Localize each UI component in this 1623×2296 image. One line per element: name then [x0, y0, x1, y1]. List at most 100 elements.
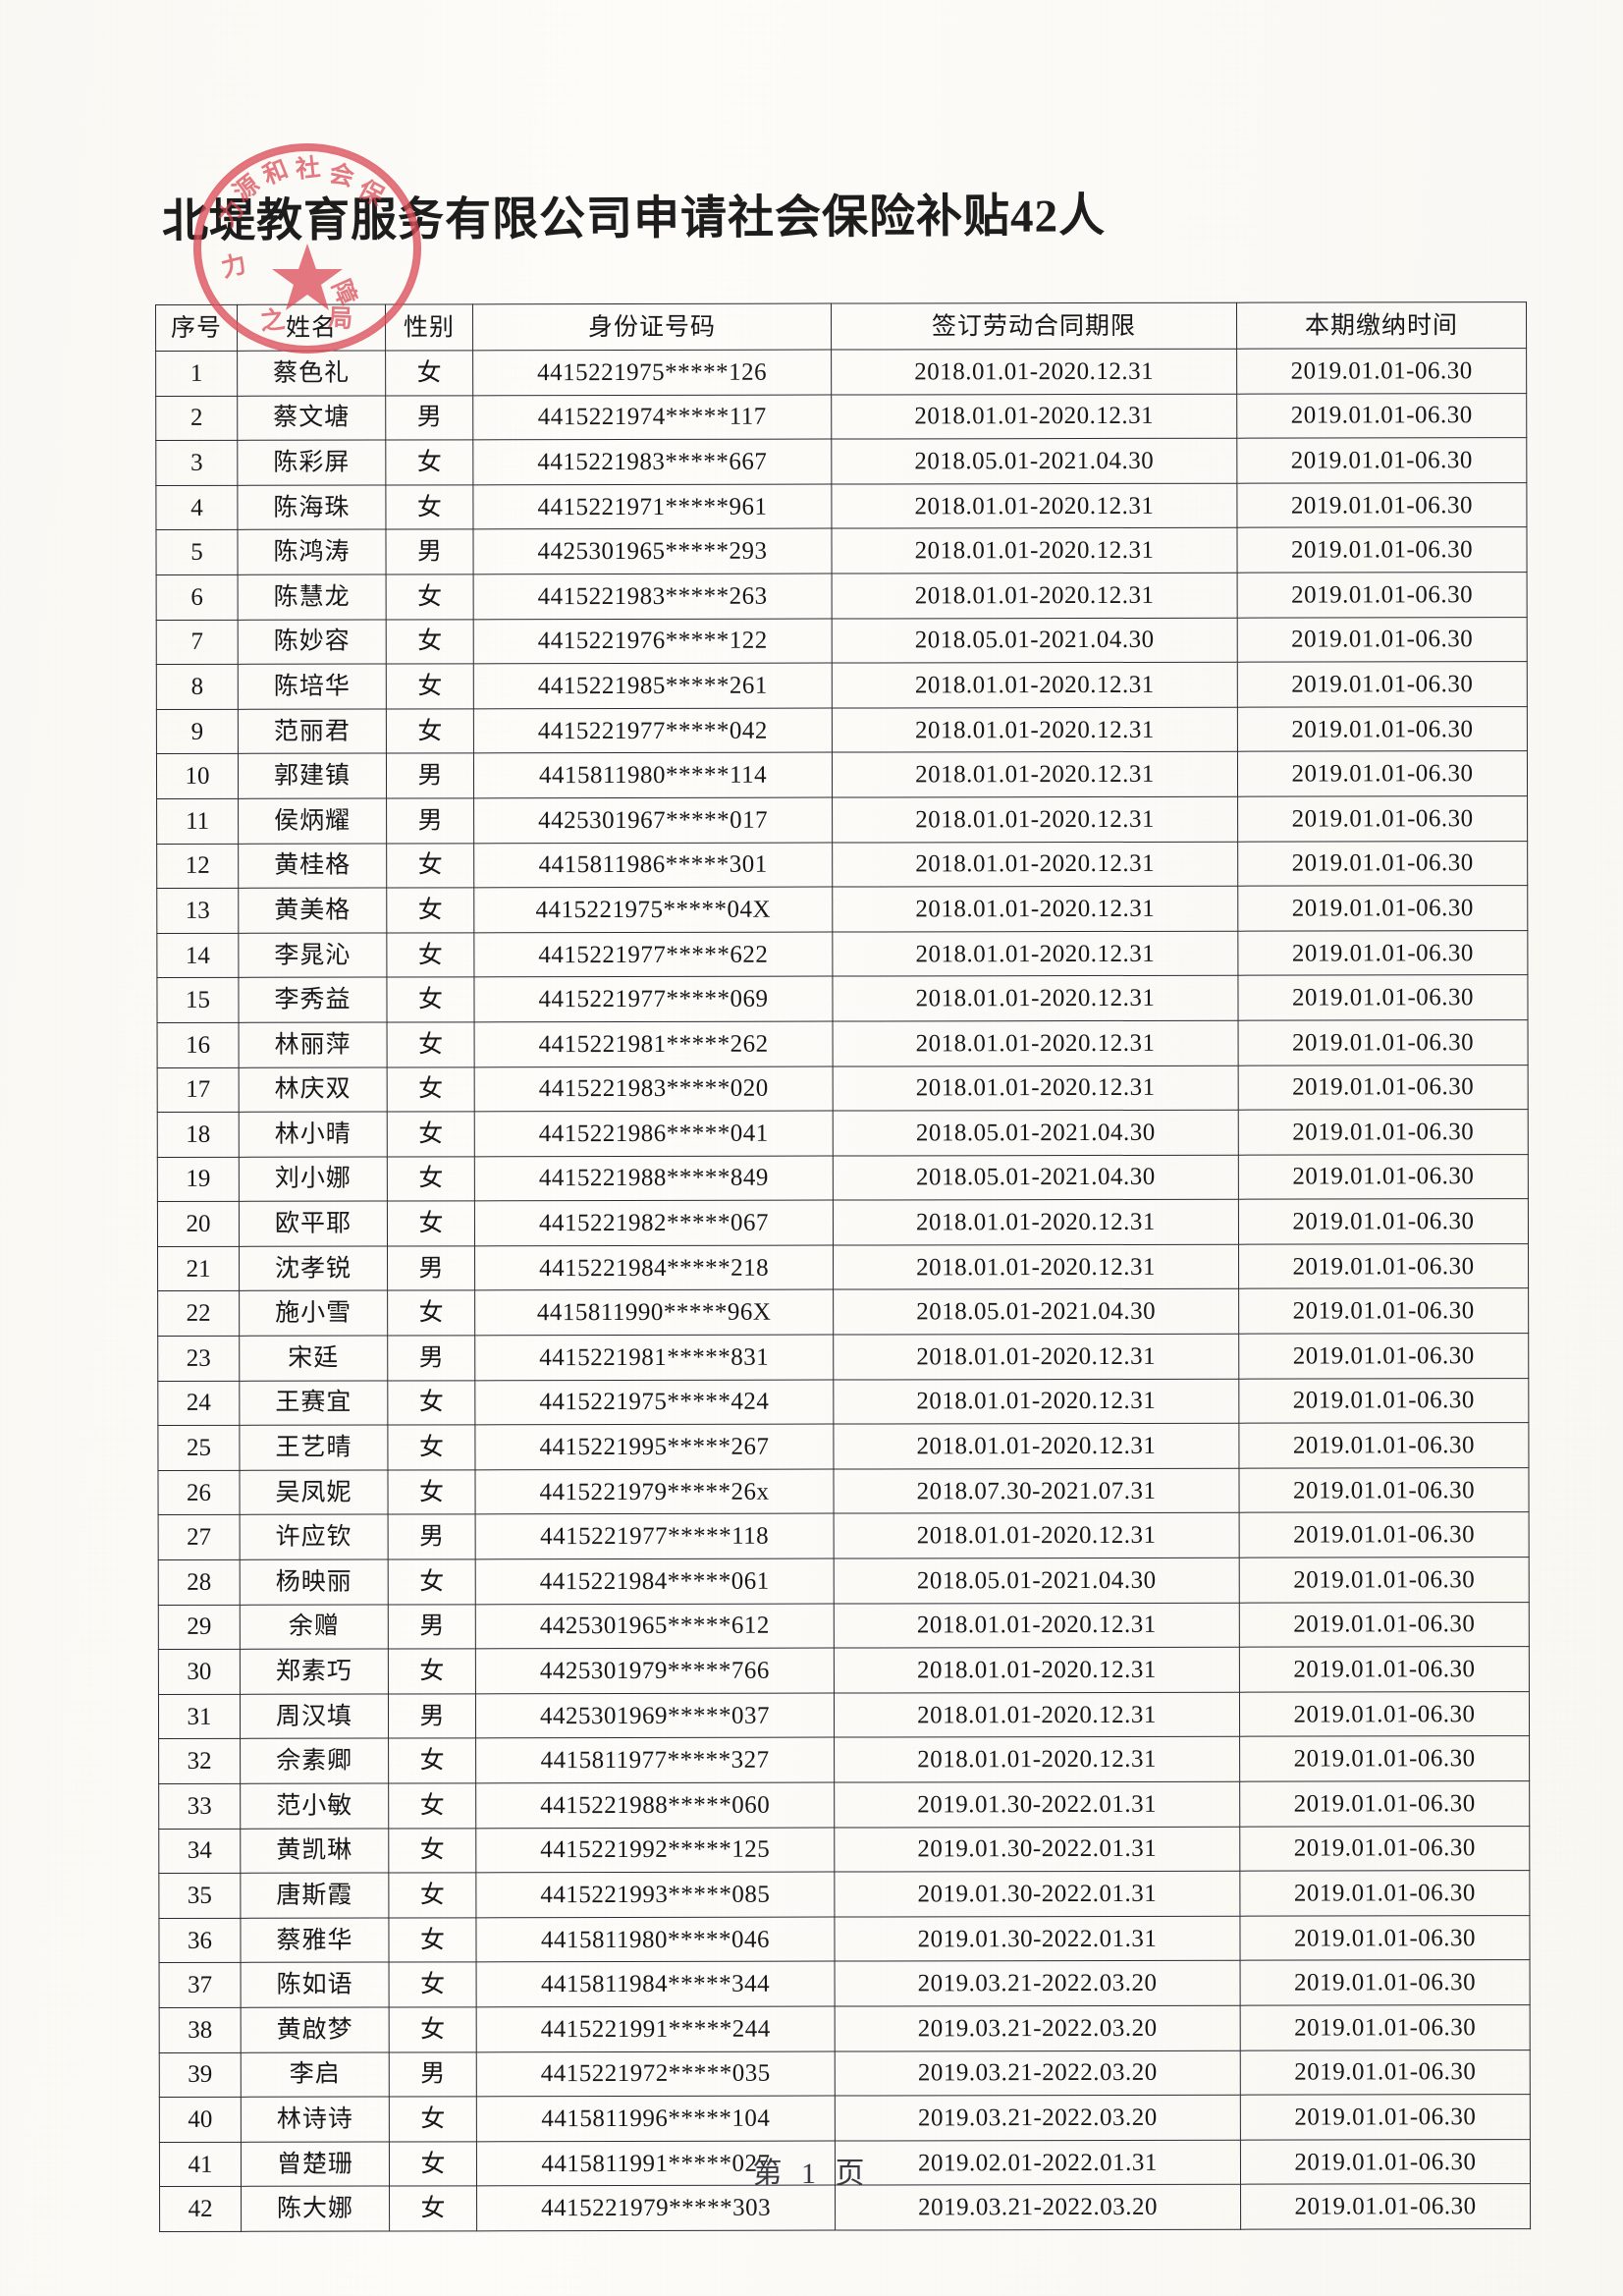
cell-gender: 女	[389, 2186, 477, 2231]
cell-payment-period: 2019.01.01-06.30	[1238, 1378, 1529, 1424]
cell-name: 许应钦	[240, 1514, 389, 1560]
cell-index: 22	[157, 1290, 240, 1337]
table-row: 12 黄桂格女 4415811986*****301 2018.01.01-2020.…	[156, 841, 1528, 889]
cell-contract-term: 2018.01.01-2020.12.31	[832, 573, 1238, 619]
cell-gender: 女	[385, 440, 473, 485]
cell-name: 佘素卿	[240, 1738, 389, 1784]
cell-id-number: 4415811990*****96X	[474, 1289, 834, 1336]
cell-gender: 女	[389, 1962, 477, 2007]
cell-index: 7	[156, 619, 239, 665]
table-row: 39 李启男 4415221972*****035 2019.03.21-2022.0…	[159, 2050, 1531, 2098]
cell-id-number: 4415811977*****327	[475, 1737, 835, 1783]
cell-payment-period: 2019.01.01-06.30	[1240, 1959, 1531, 2006]
cell-gender: 女	[387, 1111, 475, 1157]
cell-index: 23	[157, 1336, 240, 1382]
cell-contract-term: 2018.01.01-2020.12.31	[834, 1602, 1240, 1649]
roster-table: 序号 姓名 性别 身份证号码 签订劳动合同期限 本期缴纳时间 1 蔡色礼女 4415…	[155, 301, 1531, 2232]
cell-index: 12	[156, 843, 239, 889]
cell-name: 陈妙容	[238, 619, 387, 665]
cell-contract-term: 2018.01.01-2020.12.31	[834, 1736, 1240, 1783]
cell-name: 范小敏	[240, 1783, 389, 1829]
cell-index: 33	[158, 1783, 241, 1830]
cell-payment-period: 2019.01.01-06.30	[1238, 1109, 1529, 1155]
cell-payment-period: 2019.01.01-06.30	[1239, 1735, 1530, 1782]
cell-payment-period: 2019.01.01-06.30	[1237, 572, 1528, 618]
cell-contract-term: 2018.05.01-2021.04.30	[834, 1558, 1240, 1604]
cell-payment-period: 2019.01.01-06.30	[1237, 930, 1528, 976]
cell-contract-term: 2018.01.01-2020.12.31	[832, 886, 1238, 932]
cell-id-number: 4425301969*****037	[475, 1692, 835, 1739]
cell-id-number: 4415221981*****262	[474, 1020, 834, 1067]
cell-gender: 男	[389, 2051, 477, 2098]
cell-name: 欧平耶	[239, 1201, 388, 1247]
cell-gender: 女	[386, 977, 475, 1022]
cell-index: 42	[159, 2186, 242, 2232]
cell-gender: 女	[387, 1021, 475, 1067]
cell-id-number: 4415221982*****067	[474, 1200, 834, 1246]
cell-gender: 女	[388, 1917, 477, 1963]
cell-index: 3	[155, 440, 238, 486]
cell-payment-period: 2019.01.01-06.30	[1239, 1512, 1530, 1558]
cell-id-number: 4425301965*****612	[475, 1603, 835, 1650]
cell-index: 36	[158, 1918, 242, 1963]
cell-contract-term: 2019.03.21-2022.03.20	[835, 2050, 1241, 2097]
cell-name: 林诗诗	[241, 2097, 390, 2143]
cell-id-number: 4415221991*****244	[476, 2006, 836, 2052]
cell-contract-term: 2018.05.01-2021.04.30	[832, 617, 1238, 664]
cell-payment-period: 2019.01.01-06.30	[1237, 617, 1528, 663]
table-row: 21 沈孝锐男 4415221984*****218 2018.01.01-2020.…	[157, 1243, 1529, 1291]
cell-id-number: 4415221986*****041	[474, 1111, 834, 1157]
cell-contract-term: 2019.01.30-2022.01.31	[834, 1871, 1240, 1917]
column-header-contract-term: 签订劳动合同期限	[831, 302, 1237, 351]
cell-gender: 女	[389, 2096, 477, 2142]
cell-contract-term: 2018.01.01-2020.12.31	[831, 393, 1237, 440]
cell-id-number: 4425301979*****766	[475, 1648, 835, 1694]
cell-contract-term: 2018.05.01-2021.04.30	[833, 1154, 1239, 1201]
cell-index: 35	[158, 1873, 241, 1919]
cell-contract-term: 2018.01.01-2020.12.31	[832, 706, 1238, 753]
cell-gender: 女	[388, 1782, 476, 1829]
cell-payment-period: 2019.01.01-06.30	[1238, 1467, 1530, 1513]
cell-payment-period: 2019.01.01-06.30	[1237, 795, 1528, 842]
cell-gender: 女	[385, 350, 473, 396]
cell-index: 24	[157, 1380, 240, 1426]
cell-index: 28	[158, 1559, 241, 1606]
cell-id-number: 4415221985*****261	[473, 663, 833, 709]
table-row: 23 宋廷男 4415221981*****831 2018.01.01-2020.1…	[157, 1333, 1529, 1382]
table-row: 29 余赠男 4425301965*****612 2018.01.01-2020.1…	[158, 1602, 1530, 1650]
cell-id-number: 4415221988*****849	[474, 1155, 834, 1202]
cell-index: 2	[155, 395, 238, 441]
table-row: 34 黄凯琳女 4415221992*****125 2019.01.30-2022.…	[158, 1826, 1530, 1874]
cell-contract-term: 2018.01.01-2020.12.31	[834, 1692, 1240, 1738]
cell-name: 侯炳耀	[238, 797, 387, 844]
cell-index: 4	[155, 485, 238, 530]
cell-name: 王艺晴	[239, 1425, 388, 1471]
cell-index: 8	[156, 664, 239, 710]
cell-name: 余赠	[240, 1604, 389, 1650]
cell-gender: 女	[388, 1828, 476, 1874]
table-row: 20 欧平耶女 4415221982*****067 2018.01.01-2020.…	[157, 1198, 1529, 1247]
cell-id-number: 4415811984*****344	[476, 1961, 836, 2007]
cell-index: 34	[158, 1828, 241, 1874]
cell-contract-term: 2019.01.30-2022.01.31	[834, 1781, 1240, 1828]
cell-contract-term: 2018.01.01-2020.12.31	[832, 975, 1239, 1021]
cell-id-number: 4415811996*****104	[476, 2096, 836, 2142]
cell-payment-period: 2019.01.01-06.30	[1239, 1602, 1530, 1648]
cell-gender: 女	[388, 1873, 476, 1918]
cell-id-number: 4415221981*****831	[474, 1335, 834, 1381]
column-header-id-number: 身份证号码	[472, 303, 832, 351]
table-row: 35 唐斯霞女 4415221993*****085 2019.01.30-2022.…	[158, 1870, 1530, 1919]
cell-contract-term: 2018.01.01-2020.12.31	[833, 1334, 1239, 1380]
cell-name: 周汉填	[240, 1693, 389, 1739]
cell-id-number: 4415221984*****218	[474, 1244, 834, 1291]
cell-contract-term: 2019.01.30-2022.01.31	[834, 1826, 1240, 1873]
cell-contract-term: 2018.05.01-2021.04.30	[833, 1110, 1239, 1156]
cell-name: 林丽萍	[239, 1021, 388, 1067]
cell-id-number: 4415221983*****263	[473, 574, 833, 620]
cell-gender: 女	[386, 932, 474, 978]
cell-contract-term: 2019.03.21-2022.03.20	[835, 2095, 1241, 2141]
cell-payment-period: 2019.01.01-06.30	[1238, 1333, 1529, 1379]
cell-gender: 女	[387, 1201, 475, 1246]
cell-gender: 女	[387, 1066, 475, 1113]
cell-name: 李启	[241, 2051, 390, 2098]
